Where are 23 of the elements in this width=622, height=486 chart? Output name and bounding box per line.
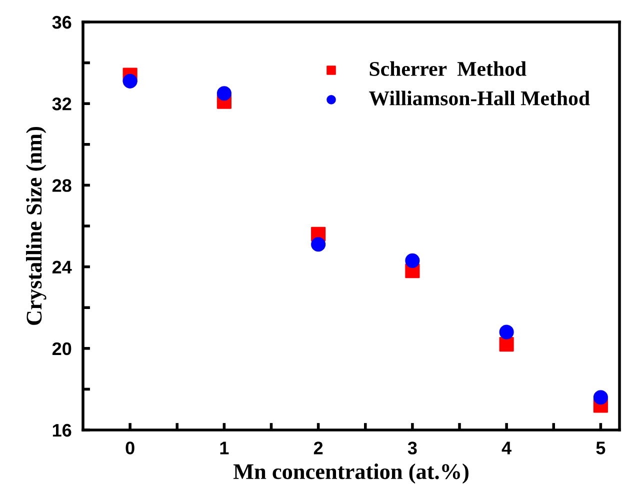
y-tick-label: 24 — [52, 260, 72, 274]
x-tick-label: 5 — [596, 442, 606, 454]
point — [311, 237, 326, 252]
point — [405, 253, 420, 268]
legend-label: Scherrer Method — [370, 61, 526, 76]
legend-label: Williamson-Hall Method — [369, 90, 590, 106]
x-tick-label: 4 — [502, 442, 512, 454]
point — [499, 324, 514, 340]
point — [499, 337, 514, 352]
y-tick-label: 36 — [52, 16, 72, 29]
y-tick-label: 28 — [52, 179, 72, 192]
y-axis-title: Crystalline Size (nm) — [26, 126, 46, 325]
point — [122, 74, 138, 88]
point — [216, 86, 232, 101]
x-tick-label: 0 — [126, 442, 134, 454]
x-axis-title: Mn concentration (at.%) — [233, 464, 468, 484]
y-tick-label: 20 — [52, 342, 72, 356]
x-tick-label: 2 — [314, 442, 323, 454]
x-tick-label: 3 — [408, 442, 417, 454]
y-tick-label: 32 — [52, 98, 72, 110]
y-tick-label: 16 — [52, 424, 72, 437]
x-tick-label: 1 — [220, 442, 229, 454]
point — [593, 390, 608, 405]
